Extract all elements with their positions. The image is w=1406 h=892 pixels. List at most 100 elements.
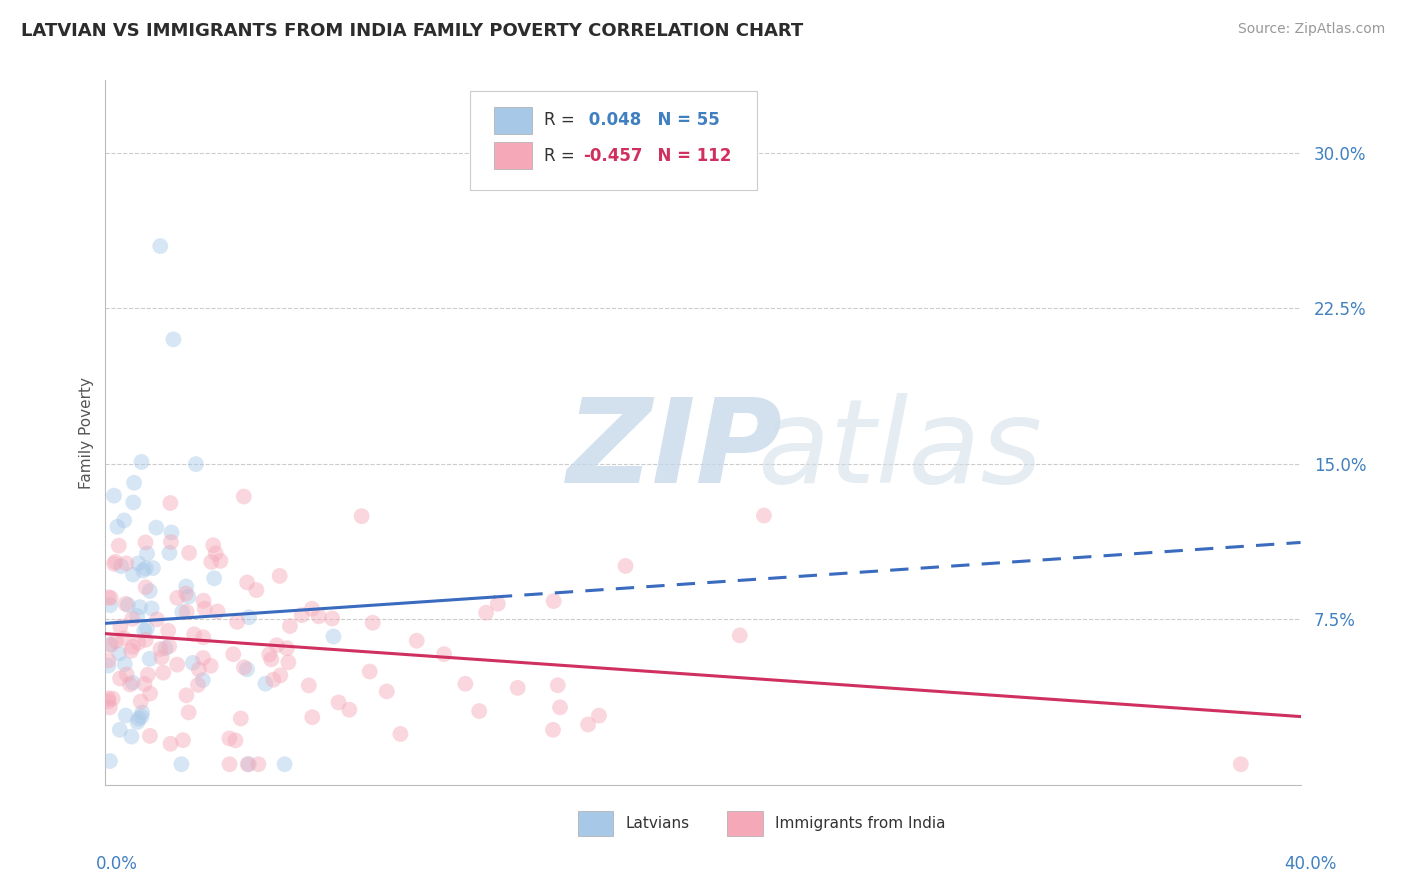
Point [149,642,172,657]
Point [105,520,128,534]
Point [260,652,283,666]
Point [112,513,135,527]
Point [218,731,240,746]
FancyBboxPatch shape [494,143,531,169]
Point [141,601,163,615]
Point [1229,757,1253,772]
Point [110,559,132,574]
Point [122,475,145,490]
Point [155,641,177,656]
Point [475,606,498,620]
Point [104,634,127,648]
Point [157,624,180,638]
Point [184,457,207,471]
Text: atlas: atlas [756,393,1042,508]
Point [277,655,299,669]
Point [121,675,143,690]
Point [191,651,214,665]
Point [134,677,156,691]
Text: ZIP: ZIP [565,392,782,508]
Point [322,630,344,644]
Point [159,496,181,510]
Point [174,586,197,600]
Point [138,652,160,666]
Point [135,580,157,594]
Point [134,624,156,638]
Point [100,638,122,652]
Point [301,601,323,615]
Point [222,647,245,661]
Point [122,567,145,582]
Point [202,571,225,585]
Point [752,508,775,523]
Point [100,591,122,605]
Point [120,644,142,658]
Point [266,638,288,652]
Point [114,597,136,611]
Point [291,608,314,623]
Point [98,637,121,651]
Point [541,723,564,737]
Point [273,757,295,772]
Text: -0.457: -0.457 [583,146,643,165]
Point [405,633,427,648]
Point [176,689,198,703]
Point [118,677,141,691]
Point [359,665,381,679]
Text: N = 55: N = 55 [645,112,720,129]
FancyBboxPatch shape [470,91,756,189]
Point [115,667,138,681]
Point [97,591,120,605]
Point [202,538,225,552]
Point [162,332,184,346]
Point [145,520,167,534]
Point [122,495,145,509]
Point [183,627,205,641]
Point [207,605,229,619]
Point [177,546,200,560]
Point [108,723,131,737]
Point [187,678,209,692]
Point [138,584,160,599]
Point [98,754,121,768]
Point [308,609,330,624]
Point [135,622,157,636]
Point [101,691,124,706]
Point [127,635,149,649]
Point [97,653,120,667]
Point [238,757,260,772]
Point [97,694,120,708]
Point [614,558,637,573]
Point [108,672,131,686]
Point [200,658,222,673]
Point [159,546,181,560]
Point [177,590,200,604]
Point [139,687,162,701]
Point [361,615,384,630]
Point [127,557,149,571]
Point [543,594,565,608]
Text: Latvians: Latvians [626,816,689,831]
Point [131,709,153,723]
Point [135,632,157,647]
Point [150,650,173,665]
Point [232,490,254,504]
Point [200,555,222,569]
Point [172,733,194,747]
Point [114,708,136,723]
Point [269,668,291,682]
Y-axis label: Family Poverty: Family Poverty [79,376,94,489]
Point [139,729,162,743]
Point [104,555,127,569]
Point [134,535,156,549]
Text: 0.048: 0.048 [583,112,641,129]
Text: 0.0%: 0.0% [96,855,138,872]
Point [337,703,360,717]
Text: Immigrants from India: Immigrants from India [775,816,945,831]
Point [254,676,277,690]
Point [229,711,252,725]
Point [131,455,153,469]
Point [110,619,132,633]
Point [159,737,181,751]
Point [117,598,139,612]
